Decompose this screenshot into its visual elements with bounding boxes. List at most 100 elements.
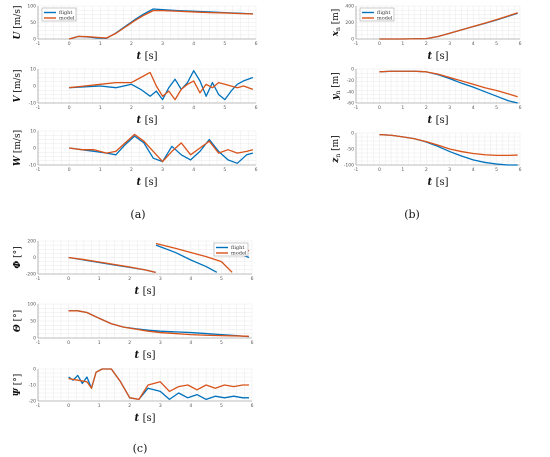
x-tick-label: 3 <box>159 403 162 409</box>
y-axis-unit: [m] <box>331 135 341 153</box>
x-tick-label: 0 <box>378 105 381 111</box>
x-tick-label: 1 <box>98 276 101 282</box>
y-axis-unit: [m/s] <box>13 69 23 95</box>
x-tick-label: 6 <box>519 105 522 111</box>
series-line-model <box>68 310 249 337</box>
x-tick-label: 1 <box>401 105 404 111</box>
y-tick-label: -200 <box>26 272 36 278</box>
x-tick-label: 4 <box>189 276 192 282</box>
x-tick-label: 4 <box>472 167 475 173</box>
x-axis-label: t [s] <box>427 51 448 62</box>
y-axis-unit: [m/s] <box>13 6 23 32</box>
y-tick-label: 0 <box>33 367 36 373</box>
x-axis-symbol: t <box>134 413 142 424</box>
x-tick-label: 2 <box>130 41 133 47</box>
x-tick-label: 5 <box>223 105 226 111</box>
y-tick-label: -10 <box>29 101 36 107</box>
x-tick-label: 4 <box>192 41 195 47</box>
x-tick-label: 3 <box>448 41 451 47</box>
x-tick-label: 4 <box>472 41 475 47</box>
x-tick-label: -1 <box>36 41 41 47</box>
x-tick-label: 2 <box>128 340 131 346</box>
y-axis-label: yn [m] <box>331 72 342 101</box>
y-tick-label: 0 <box>33 255 36 261</box>
y-tick-label: 0 <box>351 37 354 43</box>
y-tick-label: -20 <box>29 399 36 405</box>
y-tick-label: 200 <box>27 239 36 245</box>
x-tick-label: -1 <box>36 105 41 111</box>
y-tick-label: -100 <box>344 163 354 169</box>
y-tick-label: 100 <box>27 4 36 10</box>
x-tick-label: 0 <box>67 403 70 409</box>
x-axis-symbol: t <box>136 51 144 62</box>
y-axis-label: Θ [°] <box>13 310 23 332</box>
x-tick-label: 0 <box>67 276 70 282</box>
y-tick-label: 10 <box>30 129 36 135</box>
y-axis-unit: [°] <box>13 310 23 324</box>
y-tick-label: 10 <box>30 67 36 73</box>
x-tick-label: 1 <box>98 403 101 409</box>
x-tick-label: 0 <box>378 167 381 173</box>
x-tick-label: 6 <box>519 41 522 47</box>
y-axis-symbol: Φ <box>13 261 23 269</box>
x-tick-label: 0 <box>68 41 71 47</box>
y-axis-symbol: U <box>13 30 23 39</box>
y-tick-label: -40 <box>347 89 354 95</box>
legend-label-model: model <box>231 251 247 257</box>
y-tick-label: 200 <box>345 20 354 26</box>
x-tick-label: 5 <box>495 105 498 111</box>
series-line-flight <box>68 368 249 401</box>
x-tick-label: -1 <box>354 167 359 173</box>
x-tick-label: 6 <box>251 276 254 282</box>
x-tick-label: 5 <box>223 167 226 173</box>
y-tick-label: -50 <box>347 147 354 153</box>
x-tick-label: 5 <box>495 41 498 47</box>
y-tick-label: 0 <box>33 336 36 342</box>
y-axis-label: Ψ [°] <box>13 374 23 397</box>
y-tick-label: 0 <box>33 146 36 152</box>
series-line-flight <box>379 70 518 104</box>
series-line-model <box>69 71 254 101</box>
x-tick-label: 6 <box>255 105 258 111</box>
x-tick-label: 3 <box>159 276 162 282</box>
x-tick-label: 6 <box>255 167 258 173</box>
y-axis-unit: [°] <box>13 246 23 260</box>
x-axis-unit: [s] <box>143 413 156 424</box>
x-axis-label: t [s] <box>134 350 155 361</box>
caption-c: (c) <box>133 442 148 455</box>
x-axis-symbol: t <box>427 115 435 126</box>
x-tick-label: 6 <box>251 403 254 409</box>
x-axis-symbol: t <box>136 115 144 126</box>
x-tick-label: 1 <box>99 41 102 47</box>
chart-zn: -1 0 1 2 3 4 5 6 -100 -50 0 t [s] zn [m] <box>331 131 522 188</box>
x-tick-label: 5 <box>220 403 223 409</box>
y-axis-label: V [m/s] <box>13 69 23 102</box>
y-axis-symbol: y <box>331 94 341 101</box>
x-axis-unit: [s] <box>436 51 449 62</box>
y-axis-label: W [m/s] <box>13 130 23 166</box>
y-tick-label: -10 <box>29 383 36 389</box>
y-axis-symbol: Θ <box>13 324 23 332</box>
x-tick-label: 2 <box>425 167 428 173</box>
x-tick-label: 0 <box>68 105 71 111</box>
x-tick-label: 5 <box>495 167 498 173</box>
y-axis-subscript: n <box>335 154 342 158</box>
y-axis-unit: [m] <box>331 9 341 27</box>
y-axis-label: zn [m] <box>331 135 342 163</box>
x-tick-label: 4 <box>192 167 195 173</box>
y-axis-unit: [m/s] <box>13 130 23 156</box>
y-axis-symbol: Ψ <box>13 387 23 396</box>
x-tick-label: 5 <box>220 276 223 282</box>
x-axis-label: t [s] <box>136 115 157 126</box>
x-tick-label: 3 <box>448 105 451 111</box>
x-axis-label: t [s] <box>136 177 157 188</box>
series-line-model <box>379 12 518 40</box>
x-tick-label: 2 <box>425 41 428 47</box>
x-tick-label: -1 <box>36 167 41 173</box>
series-line-model <box>379 70 518 98</box>
x-tick-label: 1 <box>401 41 404 47</box>
x-tick-label: 0 <box>378 41 381 47</box>
